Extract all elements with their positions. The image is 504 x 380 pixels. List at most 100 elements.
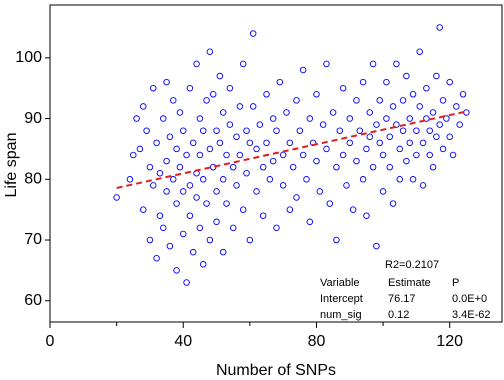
point — [136, 145, 144, 153]
point — [359, 78, 367, 86]
x-tick-label: 80 — [308, 333, 326, 350]
point — [343, 182, 350, 189]
point — [179, 230, 187, 238]
point — [273, 224, 280, 232]
point — [163, 188, 170, 195]
point — [429, 109, 437, 116]
table-header: Estimate — [388, 277, 431, 289]
point — [206, 48, 214, 56]
point — [313, 91, 320, 98]
table-cell: 3.4E-62 — [452, 309, 491, 321]
point — [423, 84, 430, 92]
point — [206, 145, 214, 153]
point — [219, 176, 227, 183]
point — [299, 66, 307, 74]
point — [186, 84, 194, 92]
point — [373, 121, 380, 128]
point — [216, 72, 224, 80]
point — [409, 91, 417, 98]
point — [169, 97, 177, 104]
point — [186, 182, 194, 189]
point — [196, 151, 204, 159]
y-tick-label: 80 — [24, 171, 42, 188]
point — [183, 279, 190, 286]
point — [396, 176, 403, 183]
table-cell: 76.17 — [388, 293, 416, 305]
point — [453, 103, 460, 110]
x-tick-label: 0 — [46, 333, 55, 350]
point — [256, 121, 264, 128]
point — [269, 157, 277, 165]
point — [150, 182, 157, 189]
point — [186, 212, 194, 219]
point — [179, 188, 187, 195]
point — [333, 236, 340, 244]
point — [233, 182, 240, 189]
point — [399, 127, 407, 134]
point — [293, 194, 300, 201]
point — [196, 224, 204, 232]
point — [219, 248, 227, 256]
point — [249, 103, 257, 110]
point — [456, 121, 463, 128]
point — [363, 212, 370, 219]
point — [133, 115, 140, 122]
point — [259, 163, 267, 171]
point — [173, 267, 180, 274]
x-tick-label: 120 — [436, 333, 463, 350]
table-cell: 0.12 — [388, 309, 409, 321]
point — [176, 109, 184, 116]
point — [169, 176, 177, 183]
point — [459, 91, 467, 98]
point — [369, 60, 377, 68]
point — [376, 97, 384, 104]
point — [219, 109, 227, 116]
point — [383, 78, 390, 86]
point — [426, 127, 433, 134]
point — [243, 169, 250, 177]
point — [366, 109, 374, 116]
point — [353, 97, 360, 104]
point — [179, 127, 187, 134]
point — [443, 115, 450, 122]
y-axis-title: Life span — [3, 133, 20, 198]
point — [389, 200, 397, 207]
table-cell: num_sig — [320, 309, 362, 321]
point — [399, 97, 407, 104]
point — [346, 115, 354, 122]
point — [183, 151, 190, 159]
point — [293, 97, 300, 104]
point — [126, 176, 134, 183]
point — [403, 72, 410, 80]
point — [273, 127, 280, 134]
y-tick-label: 100 — [15, 49, 42, 66]
y-tick-label: 90 — [24, 110, 42, 127]
point — [296, 127, 304, 134]
point — [323, 145, 330, 153]
point — [269, 115, 277, 122]
point — [239, 206, 247, 213]
point — [206, 236, 214, 244]
point — [306, 218, 314, 226]
point — [439, 97, 447, 104]
point — [163, 157, 170, 165]
point — [279, 151, 287, 159]
point — [213, 127, 220, 134]
point — [223, 200, 230, 207]
point — [143, 127, 150, 134]
point — [249, 30, 257, 37]
point — [303, 176, 310, 183]
point — [286, 206, 294, 213]
point — [426, 151, 433, 159]
table-header: Variable — [320, 277, 360, 289]
point — [433, 133, 440, 141]
point — [366, 133, 374, 141]
point — [336, 127, 344, 134]
point — [383, 115, 390, 122]
point — [286, 139, 294, 147]
point — [386, 133, 393, 141]
point — [379, 151, 387, 159]
point — [203, 200, 210, 207]
point — [403, 157, 410, 165]
